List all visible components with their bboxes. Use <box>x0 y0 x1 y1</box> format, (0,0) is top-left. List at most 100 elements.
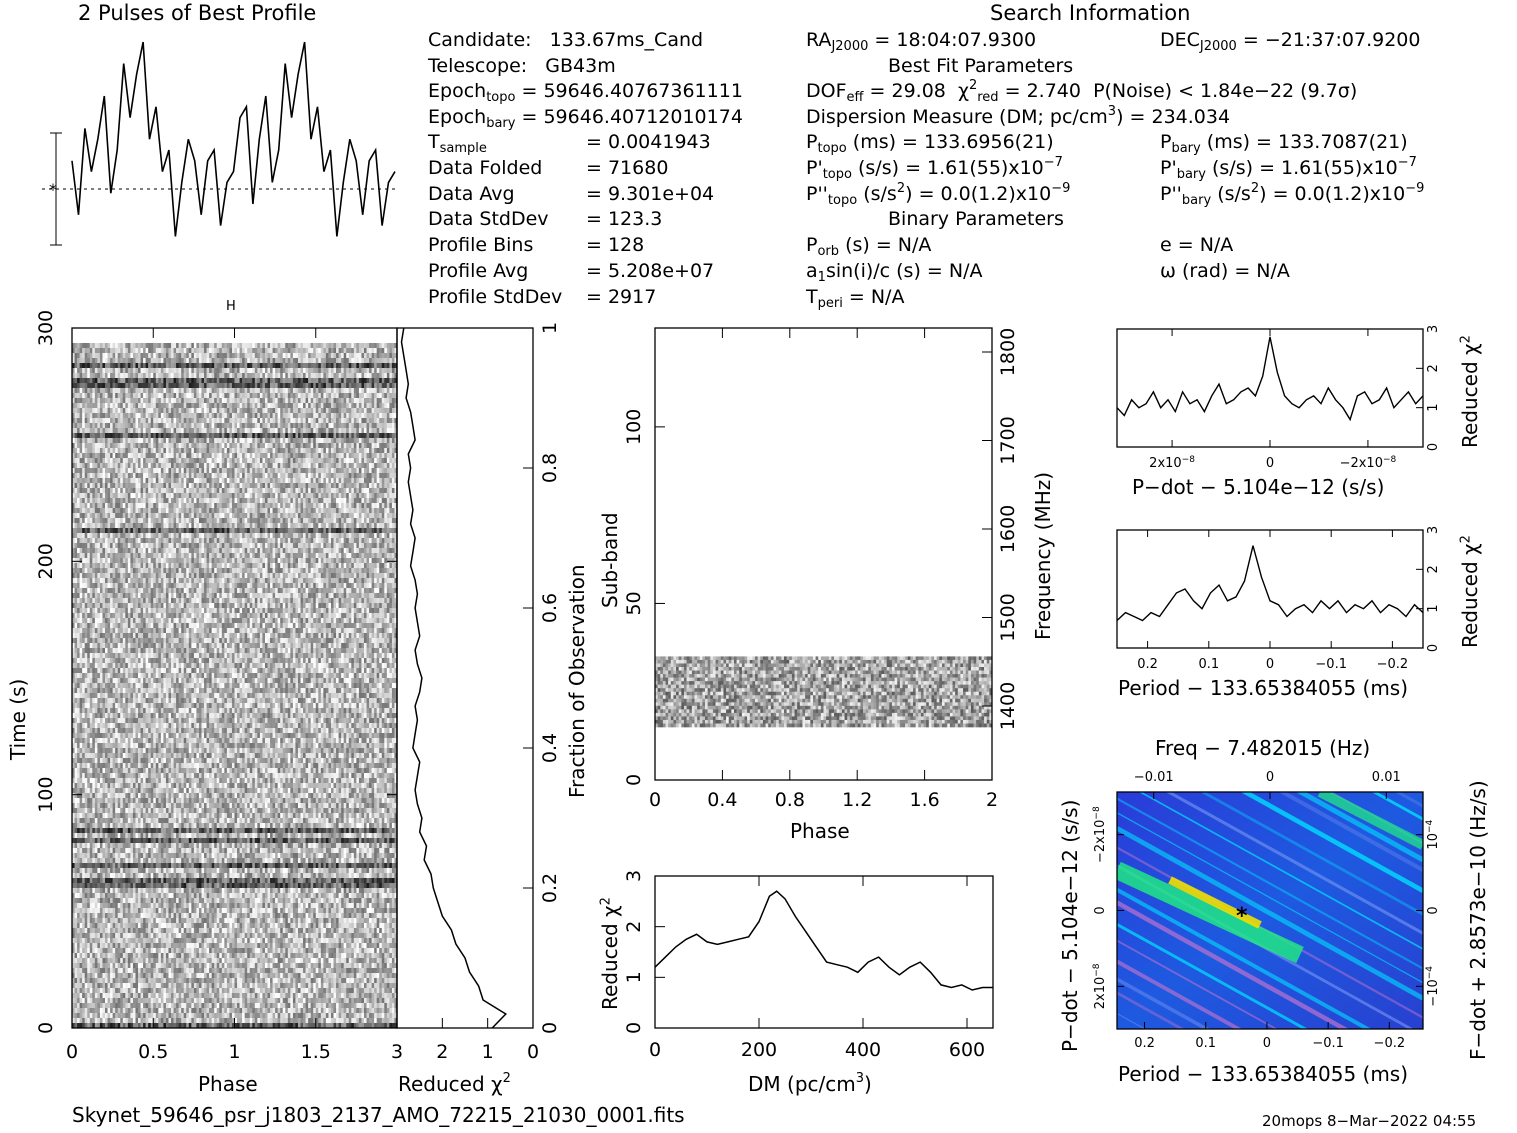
heatmap-cell <box>100 368 103 373</box>
heatmap-cell <box>288 383 291 388</box>
heatmap-cell <box>115 333 118 338</box>
heatmap-cell <box>384 448 387 453</box>
heatmap-cell <box>82 353 85 358</box>
heatmap-cell <box>359 478 362 483</box>
heatmap-cell <box>85 508 88 513</box>
heatmap-cell <box>232 338 235 343</box>
heatmap-cell <box>153 363 156 368</box>
heatmap-cell <box>87 403 90 408</box>
heatmap-cell <box>255 348 258 353</box>
heatmap-cell <box>184 423 187 428</box>
heatmap-cell <box>372 493 375 498</box>
heatmap-cell <box>179 468 182 473</box>
heatmap-cell <box>255 478 258 483</box>
heatmap-cell <box>191 363 194 368</box>
heatmap-cell <box>102 493 105 498</box>
heatmap-cell <box>176 408 179 413</box>
heatmap-cell <box>77 358 80 363</box>
heatmap-cell <box>260 483 263 488</box>
heatmap-cell <box>349 353 352 358</box>
heatmap-cell <box>303 393 306 398</box>
heatmap-cell <box>163 428 166 433</box>
heatmap-cell <box>227 393 230 398</box>
heatmap-cell <box>285 338 288 343</box>
heatmap-cell <box>156 423 159 428</box>
heatmap-cell <box>229 418 232 423</box>
heatmap-cell <box>217 478 220 483</box>
heatmap-cell <box>328 353 331 358</box>
heatmap-cell <box>171 338 174 343</box>
heatmap-cell <box>377 483 380 488</box>
heatmap-cell <box>161 433 164 438</box>
heatmap-cell <box>158 473 161 478</box>
heatmap-cell <box>120 423 123 428</box>
heatmap-cell <box>100 423 103 428</box>
heatmap-cell <box>151 458 154 463</box>
heatmap-cell <box>219 363 222 368</box>
heatmap-cell <box>224 328 227 333</box>
heatmap-cell <box>290 458 293 463</box>
heatmap-cell <box>250 508 253 513</box>
heatmap-cell <box>222 368 225 373</box>
heatmap-cell <box>293 408 296 413</box>
heatmap-cell <box>392 473 395 478</box>
heatmap-cell <box>113 338 116 343</box>
heatmap-cell <box>135 428 138 433</box>
heatmap-cell <box>359 373 362 378</box>
heatmap-cell <box>77 438 80 443</box>
heatmap-cell <box>224 338 227 343</box>
heatmap-cell <box>247 333 250 338</box>
heatmap-cell <box>242 398 245 403</box>
heatmap-cell <box>369 458 372 463</box>
heatmap-cell <box>196 378 199 383</box>
heatmap-cell <box>252 328 255 333</box>
heatmap-cell <box>283 338 286 343</box>
heatmap-cell <box>339 333 342 338</box>
heatmap-cell <box>100 338 103 343</box>
heatmap-cell <box>194 373 197 378</box>
heatmap-cell <box>273 348 276 353</box>
heatmap-cell <box>194 468 197 473</box>
heatmap-cell <box>245 363 248 368</box>
heatmap-cell <box>161 398 164 403</box>
heatmap-cell <box>148 483 151 488</box>
heatmap-cell <box>227 488 230 493</box>
heatmap-cell <box>161 468 164 473</box>
heatmap-cell <box>344 338 347 343</box>
heatmap-cell <box>313 338 316 343</box>
heatmap-cell <box>138 448 141 453</box>
heatmap-cell <box>222 373 225 378</box>
heatmap-cell <box>184 463 187 468</box>
heatmap-cell <box>240 373 243 378</box>
heatmap-cell <box>141 363 144 368</box>
heatmap-cell <box>255 398 258 403</box>
heatmap-cell <box>389 413 392 418</box>
heatmap-cell <box>374 378 377 383</box>
heatmap-cell <box>133 393 136 398</box>
heatmap-cell <box>130 443 133 448</box>
heatmap-cell <box>372 348 375 353</box>
heatmap-cell <box>102 348 105 353</box>
heatmap-cell <box>92 483 95 488</box>
heatmap-cell <box>389 418 392 423</box>
heatmap-cell <box>285 453 288 458</box>
heatmap-cell <box>252 348 255 353</box>
heatmap-cell <box>339 408 342 413</box>
heatmap-cell <box>166 463 169 468</box>
heatmap-cell <box>224 388 227 393</box>
heatmap-cell <box>247 403 250 408</box>
heatmap-cell <box>321 438 324 443</box>
heatmap-cell <box>389 493 392 498</box>
heatmap-cell <box>80 488 83 493</box>
heatmap-cell <box>255 513 258 518</box>
heatmap-cell <box>369 388 372 393</box>
heatmap-cell <box>336 478 339 483</box>
heatmap-cell <box>130 348 133 353</box>
heatmap-cell <box>105 383 108 388</box>
heatmap-cell <box>222 508 225 513</box>
heatmap-cell <box>181 458 184 463</box>
heatmap-cell <box>186 443 189 448</box>
heatmap-cell <box>235 488 238 493</box>
heatmap-cell <box>235 428 238 433</box>
heatmap-cell <box>176 438 179 443</box>
